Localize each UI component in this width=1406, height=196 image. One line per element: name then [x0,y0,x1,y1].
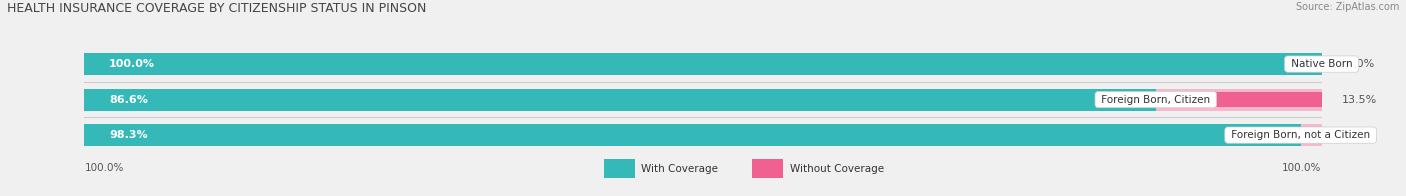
Bar [84,53,1322,75]
Bar [605,159,636,178]
Bar [1301,124,1322,146]
Text: 13.5%: 13.5% [1341,95,1376,105]
Bar [84,124,1322,146]
Text: Foreign Born, not a Citizen: Foreign Born, not a Citizen [1227,130,1374,140]
Text: 100.0%: 100.0% [1282,162,1322,173]
Text: Source: ZipAtlas.com: Source: ZipAtlas.com [1295,2,1399,12]
Text: With Coverage: With Coverage [641,164,718,174]
Bar [1156,89,1323,111]
Text: 86.6%: 86.6% [110,95,148,105]
Text: 100.0%: 100.0% [110,59,155,69]
Text: 1.7%: 1.7% [1340,130,1368,140]
Text: HEALTH INSURANCE COVERAGE BY CITIZENSHIP STATUS IN PINSON: HEALTH INSURANCE COVERAGE BY CITIZENSHIP… [7,2,426,15]
Bar [1301,128,1322,142]
Text: Native Born: Native Born [1288,59,1355,69]
Bar [1156,93,1323,107]
Text: 98.3%: 98.3% [110,130,148,140]
Text: Foreign Born, Citizen: Foreign Born, Citizen [1098,95,1213,105]
Bar [84,124,1301,146]
Text: 100.0%: 100.0% [84,162,124,173]
Bar [84,53,1322,75]
Text: Without Coverage: Without Coverage [790,164,884,174]
Text: 0.0%: 0.0% [1347,59,1375,69]
Bar [752,159,783,178]
Bar [84,89,1156,111]
Bar [84,89,1322,111]
